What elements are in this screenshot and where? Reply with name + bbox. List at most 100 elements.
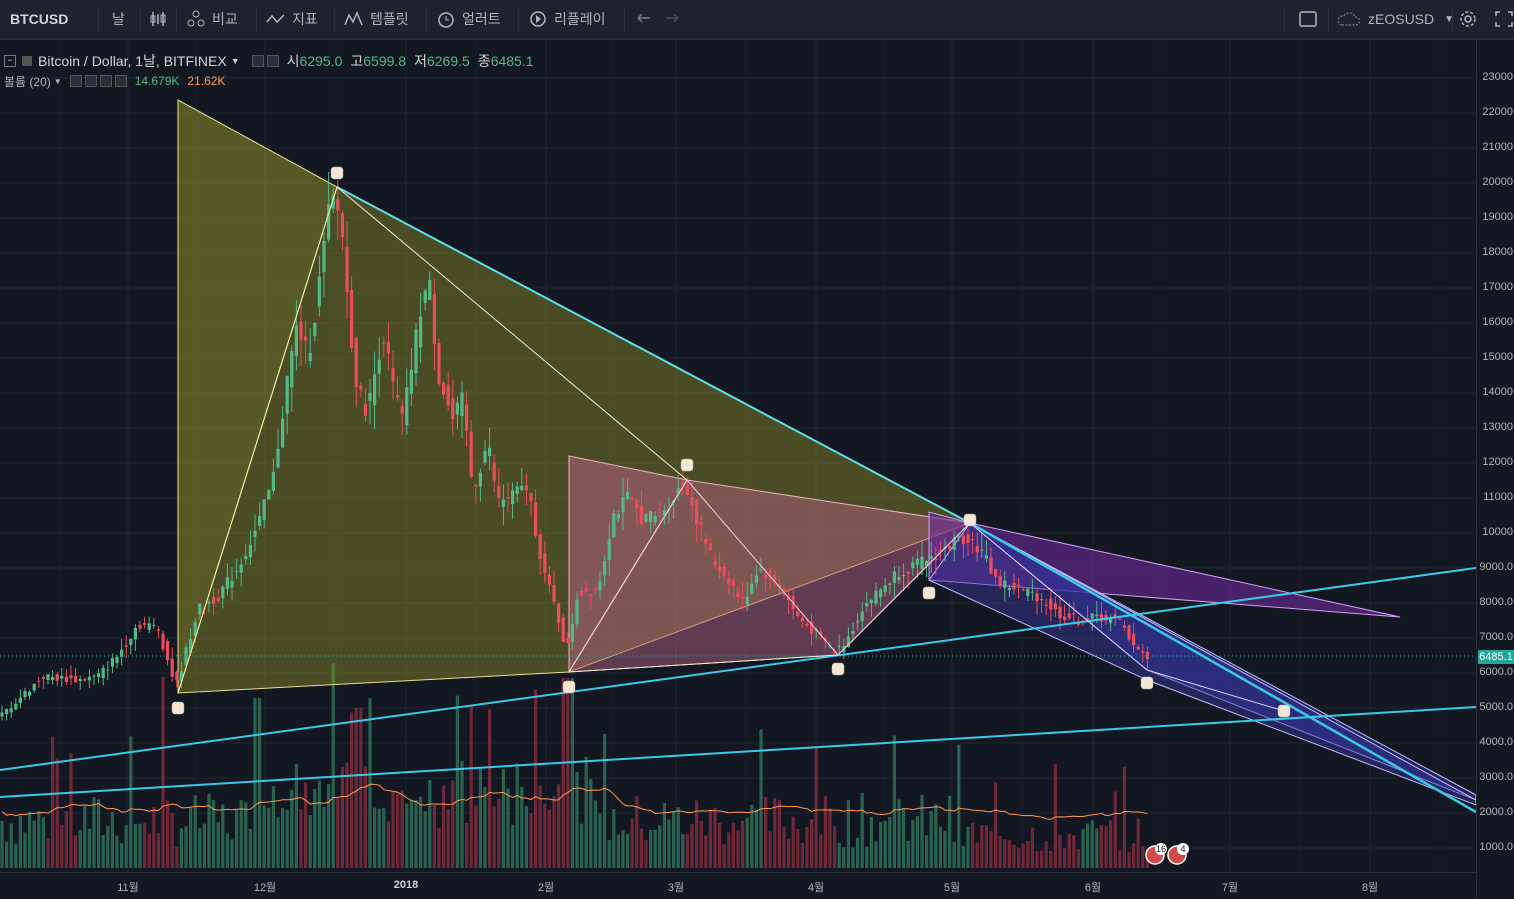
- pattern-point-marker: [171, 701, 185, 715]
- eye-icon[interactable]: [69, 75, 82, 87]
- candle-body: [271, 471, 275, 491]
- volume-bar: [1081, 828, 1085, 868]
- candle-body: [253, 530, 257, 537]
- volume-bar: [396, 793, 400, 868]
- volume-bar: [681, 834, 685, 868]
- candle-body: [621, 496, 625, 513]
- volume-bar: [317, 780, 321, 868]
- volume-bar: [469, 706, 473, 868]
- volume-bar: [354, 708, 358, 868]
- chevron-down-icon[interactable]: ▼: [53, 76, 62, 86]
- interval-button[interactable]: 날: [112, 11, 125, 27]
- candle-body: [860, 611, 864, 622]
- candle-body: [961, 535, 965, 545]
- candle-body: [994, 569, 998, 577]
- price-axis[interactable]: 23000 22000 21000 20000 19000 18000 17000 16000…: [1476, 40, 1514, 898]
- candle-body: [317, 276, 321, 307]
- symbol-title[interactable]: Bitcoin / Dollar, 1날, BITFINEX: [38, 53, 227, 69]
- chart-style-button[interactable]: [148, 0, 174, 38]
- candle-body: [589, 594, 593, 596]
- volume-ma-value: 21.62K: [187, 74, 226, 88]
- volume-value: 14.679K: [134, 74, 180, 88]
- candle-body: [405, 387, 409, 426]
- candle-body: [69, 675, 73, 679]
- volume-bar: [23, 832, 27, 868]
- indicators-label: 지표: [292, 11, 318, 27]
- chevron-down-icon[interactable]: ▼: [230, 56, 240, 66]
- volume-bar: [97, 799, 101, 868]
- main-chart-canvas[interactable]: 16 4: [0, 40, 1476, 872]
- pattern-point-marker: [922, 586, 936, 600]
- add-icon[interactable]: [99, 75, 112, 87]
- candle-body: [492, 462, 496, 481]
- volume-bar: [373, 807, 377, 868]
- settings-small-icon[interactable]: [84, 75, 97, 87]
- replay-button[interactable]: 리플레이: [528, 0, 606, 38]
- compare-button[interactable]: 비교: [186, 0, 238, 38]
- alerts-button[interactable]: 얼러트: [436, 0, 501, 38]
- volume-bar: [1122, 766, 1126, 868]
- collapse-icon[interactable]: −: [4, 55, 16, 67]
- volume-bar: [782, 826, 786, 868]
- trendlines[interactable]: [0, 186, 1476, 814]
- settings-small-icon[interactable]: [266, 55, 279, 67]
- volume-bar: [649, 829, 653, 868]
- settings-button[interactable]: [1458, 0, 1484, 38]
- candle-body: [276, 448, 280, 468]
- candle-body: [41, 677, 45, 679]
- candle-body: [906, 571, 910, 574]
- candle-body: [1136, 646, 1140, 650]
- candle-body: [603, 560, 607, 576]
- volume-bar: [506, 788, 510, 868]
- candle-body: [74, 675, 78, 683]
- volume-bar: [612, 809, 616, 868]
- candle-body: [773, 575, 777, 581]
- eye-icon[interactable]: [251, 55, 264, 67]
- volume-bar: [225, 833, 229, 868]
- fullscreen-button[interactable]: [1494, 0, 1514, 38]
- volume-bar: [819, 834, 823, 868]
- candle-body: [359, 385, 363, 390]
- candle-body: [879, 589, 883, 598]
- cloud-save-button[interactable]: zEOSUSD ▼: [1336, 0, 1454, 38]
- compare-icon: [187, 10, 205, 27]
- volume-bar: [175, 846, 179, 868]
- flag-icon: [22, 56, 32, 66]
- candle-body: [1030, 591, 1034, 593]
- volume-bar: [193, 795, 197, 868]
- volume-bar: [580, 823, 584, 868]
- candle-body: [184, 647, 188, 665]
- volume-bar: [400, 790, 404, 868]
- volume-bar: [892, 735, 896, 868]
- candle-body: [78, 678, 82, 682]
- volume-bar: [584, 757, 588, 868]
- volume-bar: [1132, 843, 1136, 868]
- close-icon[interactable]: [114, 75, 127, 87]
- time-axis[interactable]: 11월 12월 2018 2월 3월 4월 5월 6월 7월 8월: [0, 872, 1476, 899]
- templates-button[interactable]: 템플릿: [344, 0, 409, 38]
- layout-button[interactable]: [1298, 0, 1324, 38]
- volume-bar: [639, 828, 643, 868]
- candle-body: [1021, 589, 1025, 591]
- candle-body: [442, 382, 446, 395]
- volume-bar: [842, 847, 846, 868]
- volume-bar: [704, 835, 708, 868]
- redo-button[interactable]: [662, 0, 688, 38]
- volume-bar: [9, 823, 13, 868]
- price-axis-label: 21000: [1482, 141, 1513, 153]
- candle-body: [929, 556, 933, 559]
- indicators-button[interactable]: 지표: [266, 0, 318, 38]
- volume-bar: [695, 800, 699, 868]
- symbol-search-button[interactable]: BTCUSD: [10, 11, 69, 27]
- candle-body: [704, 538, 708, 545]
- candle-body: [419, 316, 423, 348]
- candle-body: [690, 496, 694, 505]
- candle-body: [708, 543, 712, 550]
- volume-label[interactable]: 볼륨 (20): [4, 74, 51, 89]
- undo-button[interactable]: [634, 0, 660, 38]
- candle-body: [354, 338, 358, 387]
- volume-bar: [1141, 845, 1145, 868]
- candle-body: [212, 597, 216, 604]
- candle-body: [810, 621, 814, 634]
- candle-body: [345, 247, 349, 293]
